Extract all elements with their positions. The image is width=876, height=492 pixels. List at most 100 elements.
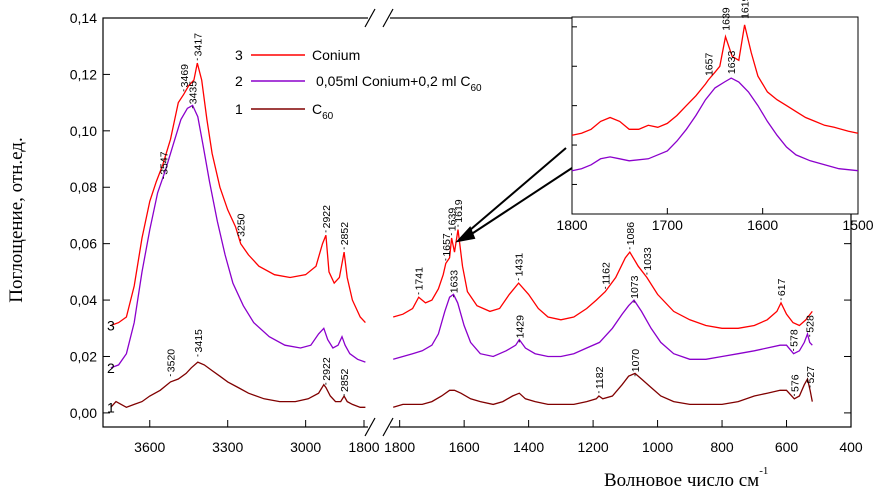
x-tick-label: 3000	[290, 439, 321, 455]
y-tick-label: 0,10	[70, 123, 97, 139]
peak-label: 1639	[447, 208, 459, 232]
curve-label-3: 3	[107, 317, 115, 333]
legend-label: C60	[312, 101, 334, 122]
curve-label-2: 2	[107, 360, 115, 376]
axis-break-gap	[368, 10, 390, 435]
legend-item-2: 2 0,05ml Conium+0,2 ml C60	[235, 73, 482, 94]
y-axis-title: Поглощение, отн.ед.	[6, 137, 27, 302]
x-tick-label: 1400	[513, 439, 544, 455]
inset-peak-label: 1619	[740, 0, 752, 19]
legend-num: 3	[235, 47, 243, 63]
inset-peak-annotations: 1657 1639 1619 1633	[703, 0, 751, 76]
x-tick-label: 1800	[384, 439, 415, 455]
peak-label: 3250	[236, 213, 248, 237]
legend-item-3: 1 C60	[235, 101, 334, 122]
inset-series-line-1	[571, 24, 859, 136]
legend-label: 0,05ml Conium+0,2 ml C60	[316, 73, 482, 94]
y-tick-label: 0,00	[70, 405, 97, 421]
series-line-left-3	[110, 361, 366, 409]
inset-series-line-2	[571, 77, 859, 172]
inset-series-lines	[571, 24, 859, 172]
inset-peak-label: 1657	[703, 53, 715, 77]
legend-num: 1	[235, 101, 243, 117]
peak-label: 578	[789, 329, 801, 347]
peak-label: 1070	[630, 349, 642, 373]
curve-label-1: 1	[107, 399, 115, 415]
legend-label: Conium	[312, 47, 360, 63]
peak-label: 3520	[166, 349, 178, 373]
peak-label: 2852	[339, 222, 351, 246]
inset-x-tick-label: 1500	[842, 217, 873, 233]
peak-label: 2852	[339, 368, 351, 392]
inset-border	[571, 16, 859, 215]
series-line-right-3	[393, 372, 813, 408]
inset-background	[572, 17, 862, 214]
series-line-left-2	[110, 104, 366, 369]
peak-label: 1657	[441, 233, 453, 257]
x-axis-title-main: Волновое число см	[604, 470, 759, 491]
y-tick-label: 0,04	[70, 292, 97, 308]
peak-label: 3469	[179, 64, 191, 88]
series-line-right-2	[393, 293, 813, 360]
inset-peak-label: 1639	[720, 7, 732, 31]
inset-chart: 1800 1700 1600 1500 1657 1639 1619 1633	[556, 0, 873, 233]
x-axis-title: Волновое число см-1	[604, 465, 768, 491]
peak-label: 528	[805, 315, 817, 333]
x-tick-label: 1800	[348, 439, 379, 455]
peak-label: 617	[776, 278, 788, 296]
x-tick-label: 3600	[134, 439, 165, 455]
x-tick-label: 1000	[642, 439, 673, 455]
legend-item-1: 3 Conium	[235, 47, 360, 63]
inset-x-ticks: 1800 1700 1600 1500	[556, 26, 874, 233]
legend: 3 Conium 2 0,05ml Conium+0,2 ml C60 1 C6…	[235, 47, 482, 122]
series-line-left-1	[110, 62, 366, 327]
series-line-right-1	[393, 229, 813, 329]
peak-label: 576	[789, 374, 801, 392]
y-tick-label: 0,14	[70, 10, 97, 26]
x-tick-label: 1200	[578, 439, 609, 455]
x-tick-label: 3300	[212, 439, 243, 455]
peak-label: 3547	[159, 151, 171, 175]
x-axis-title-sup: -1	[759, 465, 768, 477]
x-tick-label: 800	[710, 439, 734, 455]
peak-label: 1429	[514, 315, 526, 339]
arrow-head-icon	[455, 226, 476, 243]
plot-frame	[102, 8, 852, 437]
peak-label: 2922	[321, 205, 333, 229]
legend-label-sub: 60	[470, 83, 482, 94]
peak-label: 527	[805, 366, 817, 384]
plot-border	[102, 17, 852, 428]
x-tick-label: 1600	[449, 439, 480, 455]
legend-label-sub: 60	[322, 111, 334, 122]
arrow-line-lower	[469, 167, 573, 236]
peak-label: 3435	[188, 81, 200, 105]
inset-x-tick-label: 1600	[747, 217, 778, 233]
pointer-arrows	[455, 147, 573, 243]
axis-break-marks	[364, 8, 394, 437]
x-tick-label: 600	[775, 439, 799, 455]
peak-label: 3415	[193, 329, 205, 353]
peak-label: 3417	[192, 33, 204, 57]
peak-label: 1162	[600, 262, 612, 285]
x-tick-label: 400	[839, 439, 863, 455]
peak-label: 2922	[321, 357, 333, 381]
y-tick-label: 0,06	[70, 236, 97, 252]
peak-label: 1033	[642, 247, 654, 271]
peak-label: 1633	[449, 270, 461, 294]
legend-num: 2	[235, 73, 243, 89]
x-axis-ticks: 3600 3300 3000 1800 1800 1600 1400 1200 1000 800 6…	[134, 420, 863, 455]
y-tick-label: 0,12	[70, 66, 97, 82]
inset-x-tick-label: 1700	[652, 217, 683, 233]
inset-peak-label: 1633	[726, 51, 738, 75]
peak-label: 1431	[514, 253, 526, 277]
peak-label: 1619	[453, 199, 465, 223]
legend-label-main: C	[312, 101, 322, 117]
y-tick-label: 0,08	[70, 179, 97, 195]
curve-number-labels: 3 2 1	[107, 317, 115, 415]
peak-label: 1073	[629, 275, 641, 299]
inset-x-tick-label: 1800	[556, 217, 587, 233]
legend-label-main: 0,05ml Conium+0,2 ml C	[316, 73, 470, 89]
peak-label: 1086	[625, 222, 637, 246]
